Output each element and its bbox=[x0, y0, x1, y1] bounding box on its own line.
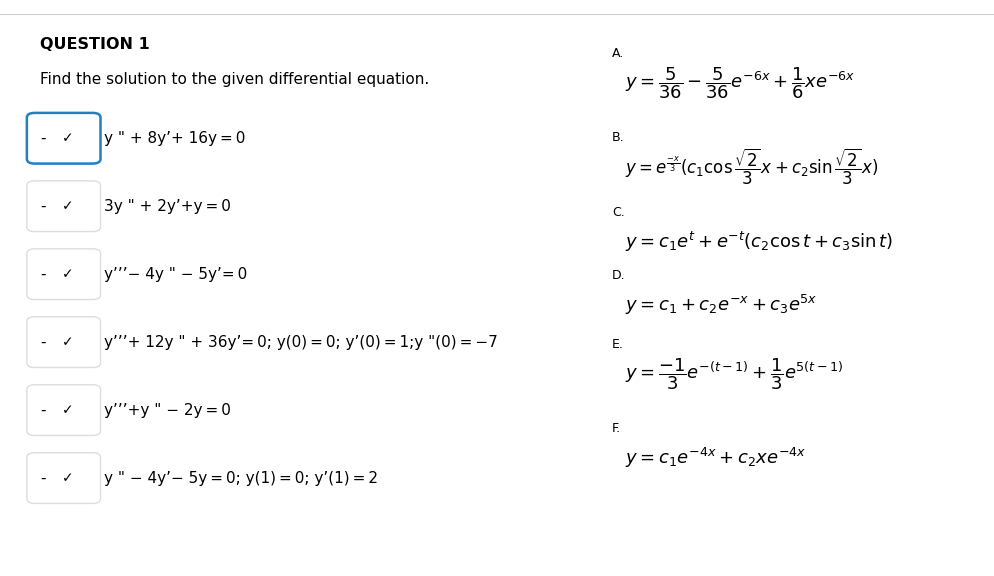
Text: -: - bbox=[40, 267, 46, 282]
Text: -: - bbox=[40, 471, 46, 486]
Text: 3y " + 2y’+y = 0: 3y " + 2y’+y = 0 bbox=[104, 199, 232, 214]
Text: $y = \dfrac{-1}{3}e^{-(t-1)} + \dfrac{1}{3}e^{5(t-1)}$: $y = \dfrac{-1}{3}e^{-(t-1)} + \dfrac{1}… bbox=[624, 357, 842, 392]
Text: QUESTION 1: QUESTION 1 bbox=[40, 37, 149, 52]
Text: ✓: ✓ bbox=[62, 199, 74, 213]
FancyBboxPatch shape bbox=[27, 385, 100, 435]
Text: B.: B. bbox=[611, 131, 624, 144]
Text: y’’’+y " − 2y = 0: y’’’+y " − 2y = 0 bbox=[104, 403, 232, 418]
Text: y " + 8y’+ 16y = 0: y " + 8y’+ 16y = 0 bbox=[104, 131, 246, 146]
Text: -: - bbox=[40, 199, 46, 214]
Text: ✓: ✓ bbox=[62, 267, 74, 281]
Text: y’’’+ 12y " + 36y’= 0; y(0) = 0; y’(0) = 1;y "(0) = −7: y’’’+ 12y " + 36y’= 0; y(0) = 0; y’(0) =… bbox=[104, 335, 498, 350]
FancyBboxPatch shape bbox=[27, 453, 100, 503]
Text: $y = c_{1} + c_{2}e^{-x} + c_{3}e^{5x}$: $y = c_{1} + c_{2}e^{-x} + c_{3}e^{5x}$ bbox=[624, 293, 816, 317]
Text: -: - bbox=[40, 335, 46, 350]
Text: $y = c_{1}e^{t} + e^{-t}(c_{2}\mathrm{cos}\,t + c_{3}\mathrm{sin}\,t)$: $y = c_{1}e^{t} + e^{-t}(c_{2}\mathrm{co… bbox=[624, 230, 893, 254]
Text: F.: F. bbox=[611, 422, 620, 435]
Text: $y = e^{\frac{-x}{3}} (c_{1}\cos\dfrac{\sqrt{2}}{3}x + c_{2}\sin\dfrac{\sqrt{2}}: $y = e^{\frac{-x}{3}} (c_{1}\cos\dfrac{\… bbox=[624, 147, 877, 187]
Text: Find the solution to the given differential equation.: Find the solution to the given different… bbox=[40, 72, 428, 87]
FancyBboxPatch shape bbox=[27, 249, 100, 300]
Text: -: - bbox=[40, 403, 46, 418]
FancyBboxPatch shape bbox=[27, 181, 100, 232]
FancyBboxPatch shape bbox=[27, 113, 100, 164]
Text: -: - bbox=[40, 131, 46, 146]
Text: E.: E. bbox=[611, 338, 623, 351]
Text: $y = c_{1}e^{-4x} + c_{2}xe^{-4x}$: $y = c_{1}e^{-4x} + c_{2}xe^{-4x}$ bbox=[624, 446, 805, 470]
Text: y " − 4y’− 5y = 0; y(1) = 0; y’(1) = 2: y " − 4y’− 5y = 0; y(1) = 0; y’(1) = 2 bbox=[104, 471, 378, 486]
Text: A.: A. bbox=[611, 47, 623, 60]
Text: $y = \dfrac{5}{36} - \dfrac{5}{36}e^{-6x} + \dfrac{1}{6}xe^{-6x}$: $y = \dfrac{5}{36} - \dfrac{5}{36}e^{-6x… bbox=[624, 66, 855, 101]
Text: D.: D. bbox=[611, 269, 625, 282]
Text: C.: C. bbox=[611, 206, 624, 219]
Text: ✓: ✓ bbox=[62, 471, 74, 485]
Text: y’’’− 4y " − 5y’= 0: y’’’− 4y " − 5y’= 0 bbox=[104, 267, 248, 282]
Text: ✓: ✓ bbox=[62, 403, 74, 417]
FancyBboxPatch shape bbox=[27, 317, 100, 367]
Text: ✓: ✓ bbox=[62, 131, 74, 145]
Text: ✓: ✓ bbox=[62, 335, 74, 349]
